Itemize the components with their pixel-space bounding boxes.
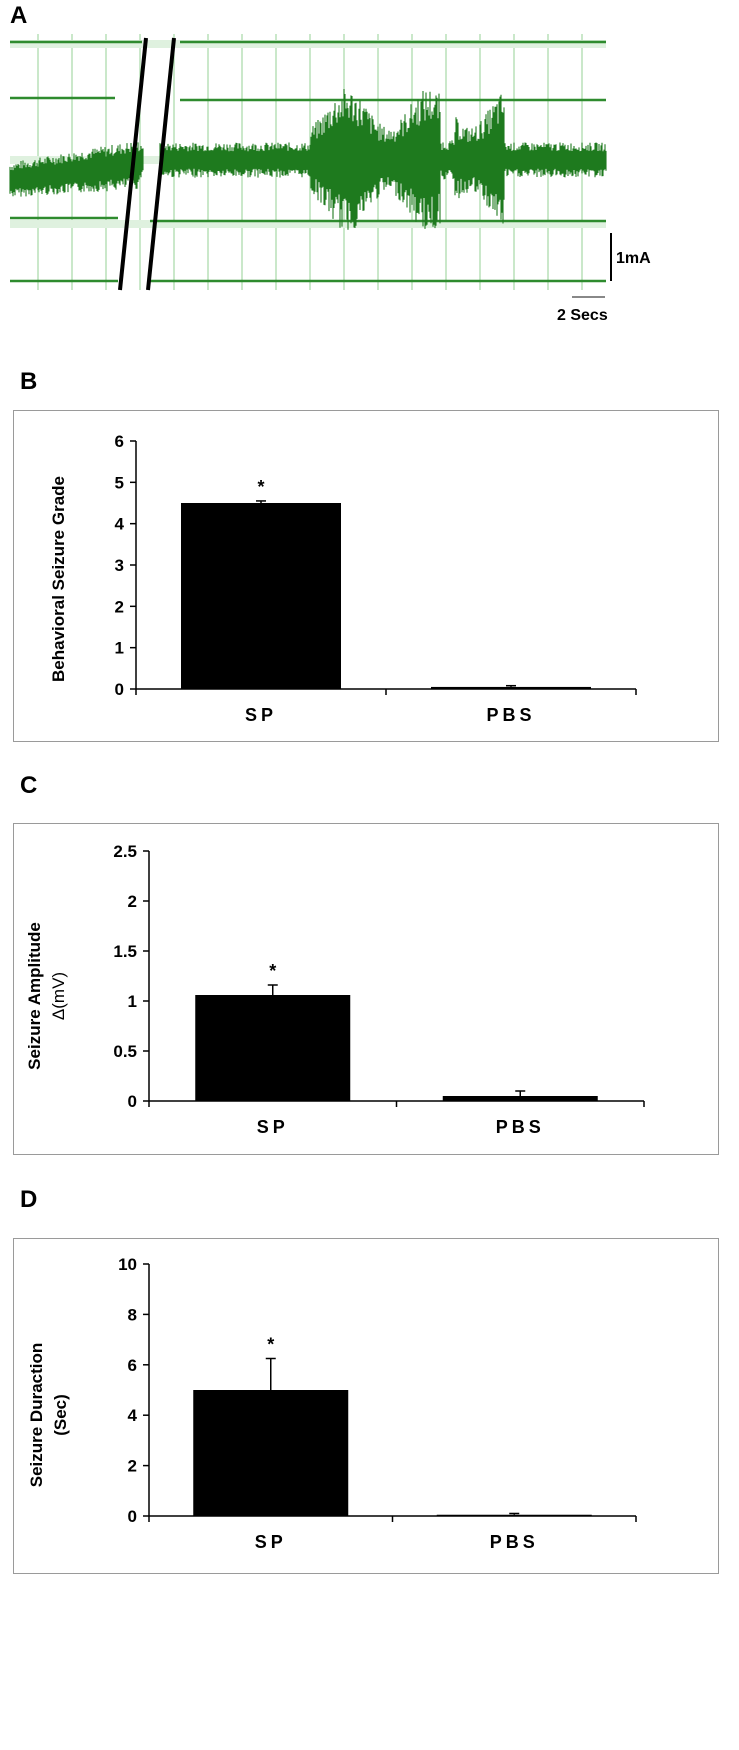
- y-tick-label: 6: [128, 1356, 137, 1375]
- y-tick-label: 1: [128, 992, 137, 1011]
- bar-pbs: [431, 686, 591, 689]
- y-tick-label: 0.5: [113, 1042, 137, 1061]
- y-tick-label: 1: [115, 639, 124, 658]
- chart-d-frame: Seizure Duraction (Sec) 0 2 4 6 8 10 * SP PBS: [13, 1238, 719, 1574]
- y-tick-label: 1.5: [113, 942, 137, 961]
- chart-b: Behavioral Seizure Grade 0 1 2 3 4 5 6 * SP PBS: [49, 432, 637, 725]
- x-tick-label: SP: [245, 705, 277, 725]
- y-tick-label: 4: [115, 515, 125, 534]
- bar-pbs: [436, 1514, 592, 1517]
- x-tick-label: PBS: [490, 1532, 539, 1552]
- amplitude-scale-label: 1mA: [616, 250, 651, 267]
- y-tick-label: 0: [128, 1507, 137, 1526]
- y-tick-label: 5: [115, 473, 124, 492]
- bar-pbs: [442, 1096, 598, 1101]
- y-tick-label: 6: [115, 432, 124, 451]
- axis-break-marks: [118, 37, 176, 291]
- y-tick-label: 2.5: [113, 842, 137, 861]
- chart-c: Seizure Amplitude Δ(mV) 0 0.5 1 1.5 2 2.5 * SP P…: [25, 842, 645, 1137]
- y-axis-label-line2: Δ(mV): [49, 972, 68, 1020]
- chart-c-frame: Seizure Amplitude Δ(mV) 0 0.5 1 1.5 2 2.5 * SP P…: [13, 823, 719, 1155]
- bar-sp: [193, 1390, 349, 1516]
- y-tick-label: 8: [128, 1305, 137, 1324]
- significance-marker: *: [267, 1335, 274, 1355]
- eeg-signal: [9, 89, 607, 230]
- eeg-trace-figure: 1mA 2 Secs: [9, 34, 651, 324]
- y-axis-label-line1: Seizure Amplitude: [25, 922, 44, 1070]
- x-tick-label: PBS: [496, 1117, 545, 1137]
- y-tick-label: 2: [128, 892, 137, 911]
- y-axis-label-line1: Seizure Duraction: [27, 1343, 46, 1488]
- plot-area: 0 0.5 1 1.5 2 2.5 * SP PBS: [113, 842, 645, 1137]
- x-tick-label: PBS: [486, 705, 535, 725]
- panel-c-label: C: [20, 772, 38, 799]
- bar-sp: [195, 995, 351, 1101]
- chart-b-frame: Behavioral Seizure Grade 0 1 2 3 4 5 6 * SP PBS: [13, 410, 719, 742]
- chart-d: Seizure Duraction (Sec) 0 2 4 6 8 10 * SP PBS: [27, 1255, 637, 1552]
- bar-sp: [181, 503, 341, 689]
- y-tick-label: 0: [115, 680, 124, 699]
- y-axis-label-line2: (Sec): [51, 1394, 70, 1436]
- y-axis-label: Behavioral Seizure Grade: [49, 476, 68, 682]
- x-tick-label: SP: [255, 1532, 287, 1552]
- y-tick-label: 0: [128, 1092, 137, 1111]
- eeg-reference-lines: [10, 40, 606, 283]
- eeg-waveform: [9, 89, 607, 230]
- y-tick-label: 2: [115, 597, 124, 616]
- grid-band: [10, 220, 606, 228]
- panel-b-label: B: [20, 368, 38, 395]
- plot-area: 0 2 4 6 8 10 * SP PBS: [118, 1255, 637, 1552]
- significance-marker: *: [257, 477, 264, 497]
- grid-band: [10, 40, 606, 48]
- time-scale-label: 2 Secs: [557, 307, 608, 324]
- x-tick-label: SP: [257, 1117, 289, 1137]
- scale-bars: 1mA 2 Secs: [557, 233, 651, 324]
- plot-area: 0 1 2 3 4 5 6 * SP PBS: [115, 432, 637, 725]
- y-tick-label: 2: [128, 1457, 137, 1476]
- y-tick-label: 10: [118, 1255, 137, 1274]
- significance-marker: *: [269, 961, 276, 981]
- panel-a-label: A: [10, 2, 28, 29]
- panel-d-label: D: [20, 1186, 38, 1213]
- y-tick-label: 3: [115, 556, 124, 575]
- y-tick-label: 4: [128, 1406, 138, 1425]
